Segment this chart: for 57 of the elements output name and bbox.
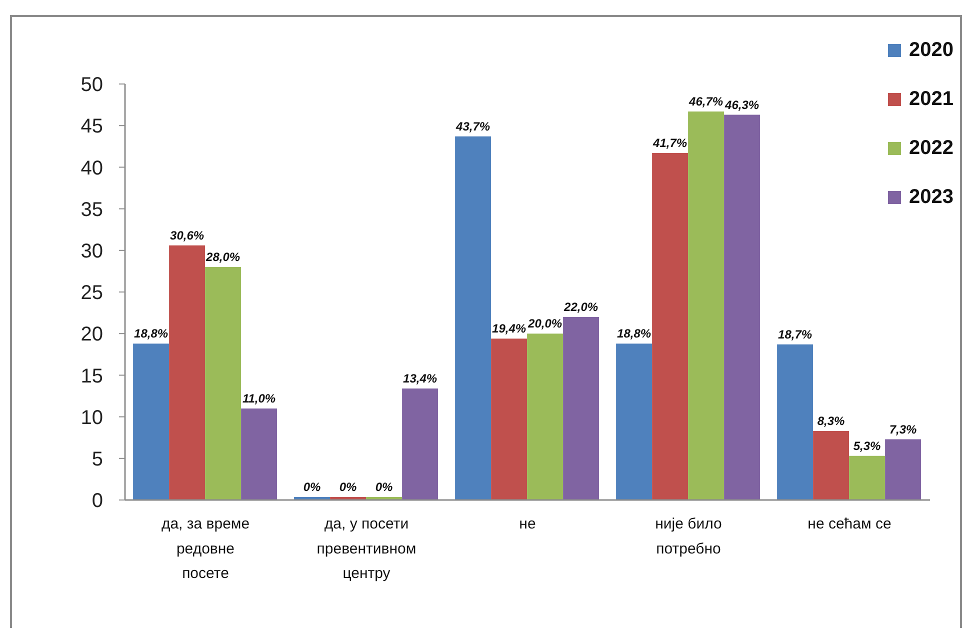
data-label: 41,7%	[652, 136, 688, 150]
bar	[688, 111, 724, 500]
bar	[169, 245, 206, 500]
bar	[402, 388, 438, 500]
legend-label: 2021	[909, 88, 954, 110]
data-label: 0%	[303, 480, 322, 494]
bar	[527, 334, 564, 500]
legend-label: 2023	[909, 186, 954, 208]
y-tick-label: 0	[92, 490, 103, 512]
x-tick-label: није било потребно	[655, 516, 722, 558]
y-tick-label: 30	[80, 240, 103, 262]
data-label: 30,6%	[170, 228, 204, 242]
data-label: 46,7%	[688, 94, 724, 108]
bar	[652, 153, 688, 500]
bar	[563, 316, 600, 500]
bar	[777, 344, 814, 500]
data-label: 19,4%	[492, 322, 526, 336]
y-tick-label: 45	[80, 116, 103, 138]
data-label: 22,0%	[563, 300, 598, 314]
x-tick-label: да, за време редовне посете	[161, 516, 250, 582]
data-label: 0%	[375, 480, 394, 494]
bar	[724, 114, 760, 500]
data-label: 43,7%	[455, 119, 490, 134]
data-label: 18,7%	[778, 327, 812, 342]
y-tick-label: 20	[80, 324, 103, 346]
bar	[616, 344, 652, 500]
legend-label: 2022	[909, 136, 954, 160]
bar	[849, 456, 886, 500]
x-tick-label: не	[519, 516, 536, 533]
bar	[455, 136, 492, 500]
bar	[813, 430, 850, 500]
y-tick-label: 15	[80, 365, 103, 388]
y-tick-label: 25	[80, 282, 103, 304]
data-label: 7,3%	[889, 422, 918, 436]
bar	[133, 344, 170, 500]
bar	[491, 338, 528, 500]
bar	[205, 267, 242, 500]
data-label: 28,0%	[205, 250, 240, 264]
data-label: 0%	[339, 480, 358, 494]
data-label: 18,8%	[134, 326, 168, 341]
data-label: 8,3%	[817, 414, 846, 428]
bar	[885, 439, 922, 500]
y-tick-label: 10	[80, 406, 103, 429]
data-label: 46,3%	[724, 98, 760, 112]
data-label: 13,4%	[403, 372, 438, 386]
data-label: 20,0%	[527, 316, 562, 331]
y-tick-label: 50	[80, 74, 103, 96]
y-tick-label: 35	[80, 198, 103, 221]
legend-label: 2020	[909, 38, 954, 62]
x-tick-label: да, у посети превентивном центру	[316, 516, 416, 582]
data-label: 11,0%	[242, 391, 276, 406]
bar	[241, 408, 278, 500]
data-label: 5,3%	[853, 438, 882, 453]
x-tick-label: не сећам се	[808, 516, 892, 533]
y-tick-label: 40	[80, 157, 103, 180]
y-tick-label: 5	[92, 448, 103, 470]
data-label: 18,8%	[617, 326, 652, 341]
